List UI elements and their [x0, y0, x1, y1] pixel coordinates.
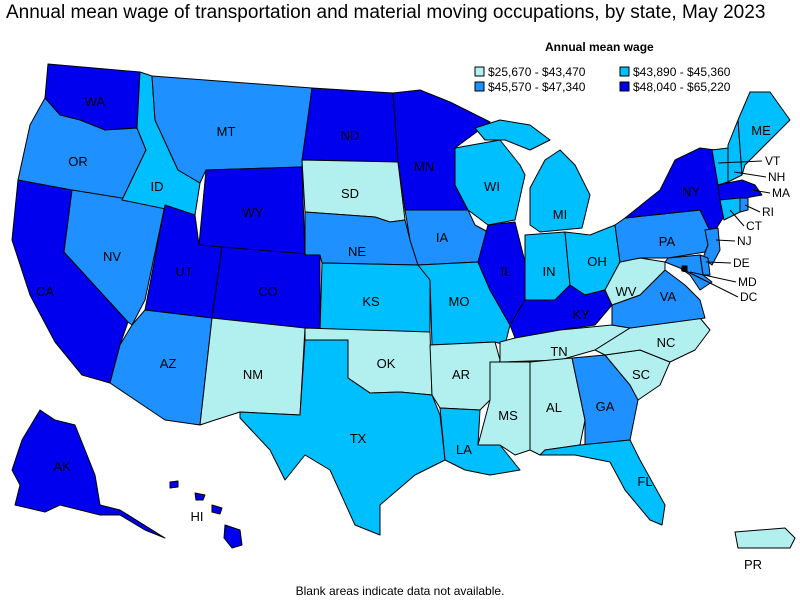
label-SC: SC [632, 367, 650, 382]
legend-label-0: $25,670 - $43,470 [488, 65, 586, 79]
legend-swatch-1 [619, 66, 630, 77]
label-MD: MD [738, 275, 757, 289]
footnote: Blank areas indicate data not available. [295, 584, 505, 598]
label-AR: AR [452, 367, 470, 382]
label-MS: MS [498, 408, 518, 423]
legend-title: Annual mean wage [545, 40, 654, 54]
label-leader-lines [683, 160, 771, 298]
label-NV: NV [103, 249, 121, 264]
label-DE: DE [733, 256, 750, 270]
label-GA: GA [596, 399, 615, 414]
label-ID: ID [151, 179, 164, 194]
state-labels: WA OR CA NV ID MT WY UT CO AZ NM ND SD N… [36, 94, 790, 572]
label-PA: PA [659, 234, 676, 249]
state-LA[interactable] [439, 407, 521, 476]
state-MI-upper[interactable] [474, 119, 551, 151]
legend-label-2: $45,570 - $47,340 [488, 80, 586, 94]
label-PR: PR [744, 557, 762, 572]
label-NM: NM [243, 367, 263, 382]
label-FL: FL [637, 474, 652, 489]
state-KS[interactable] [319, 262, 431, 333]
state-HI-island[interactable] [169, 480, 179, 489]
legend-swatch-0 [474, 66, 485, 77]
state-HI-island[interactable] [211, 504, 223, 515]
label-NH: NH [768, 170, 785, 184]
label-KY: KY [572, 307, 590, 322]
label-NE: NE [348, 244, 366, 259]
label-LA: LA [456, 442, 472, 457]
label-ME: ME [751, 123, 771, 138]
label-KS: KS [362, 294, 380, 309]
label-OR: OR [68, 154, 88, 169]
state-FL[interactable] [539, 439, 666, 526]
label-WA: WA [85, 94, 106, 109]
label-AL: AL [546, 400, 562, 415]
label-NC: NC [657, 335, 676, 350]
label-UT: UT [175, 264, 192, 279]
label-IN: IN [543, 264, 556, 279]
label-IA: IA [436, 230, 449, 245]
label-AZ: AZ [160, 356, 177, 371]
state-ND[interactable] [301, 87, 399, 163]
state-CT[interactable] [719, 197, 741, 221]
dc-marker [681, 266, 687, 272]
label-ND: ND [341, 128, 360, 143]
map-title: Annual mean wage of transportation and m… [6, 2, 766, 23]
label-NJ: NJ [737, 234, 752, 248]
label-SD: SD [341, 186, 359, 201]
states-layer [11, 63, 796, 549]
label-OH: OH [587, 254, 607, 269]
label-IL: IL [501, 264, 512, 279]
label-VA: VA [660, 289, 677, 304]
label-TX: TX [350, 431, 367, 446]
label-RI: RI [762, 205, 774, 219]
label-WV: WV [616, 284, 637, 299]
state-AK[interactable] [11, 409, 166, 539]
legend-swatch-2 [474, 81, 485, 92]
label-CO: CO [258, 284, 278, 299]
label-MA: MA [772, 186, 790, 200]
label-CA: CA [36, 284, 54, 299]
legend-swatch-3 [619, 81, 630, 92]
label-WY: WY [243, 205, 264, 220]
state-PR[interactable] [734, 527, 796, 549]
label-VT: VT [765, 154, 781, 168]
label-AK: AK [53, 459, 71, 474]
state-WI[interactable] [454, 139, 526, 226]
label-DC: DC [740, 290, 758, 304]
state-NJ[interactable] [702, 227, 721, 266]
label-WI: WI [484, 179, 500, 194]
label-MN: MN [414, 159, 434, 174]
label-OK: OK [377, 356, 396, 371]
label-NY: NY [682, 184, 700, 199]
label-MO: MO [449, 294, 470, 309]
state-AR[interactable] [429, 341, 501, 411]
legend-label-1: $43,890 - $45,360 [633, 65, 731, 79]
label-HI: HI [191, 509, 204, 524]
legend-label-3: $48,040 - $65,220 [633, 80, 731, 94]
state-TX[interactable] [239, 339, 446, 536]
state-MI[interactable] [529, 149, 591, 233]
label-CT: CT [746, 219, 763, 233]
state-RI[interactable] [739, 197, 749, 213]
label-MT: MT [217, 124, 236, 139]
state-HI-island[interactable] [194, 492, 206, 501]
state-HI[interactable] [223, 524, 243, 549]
label-TN: TN [550, 344, 567, 359]
label-MI: MI [553, 207, 567, 222]
legend: Annual mean wage $25,670 - $43,470 $43,8… [474, 40, 731, 94]
